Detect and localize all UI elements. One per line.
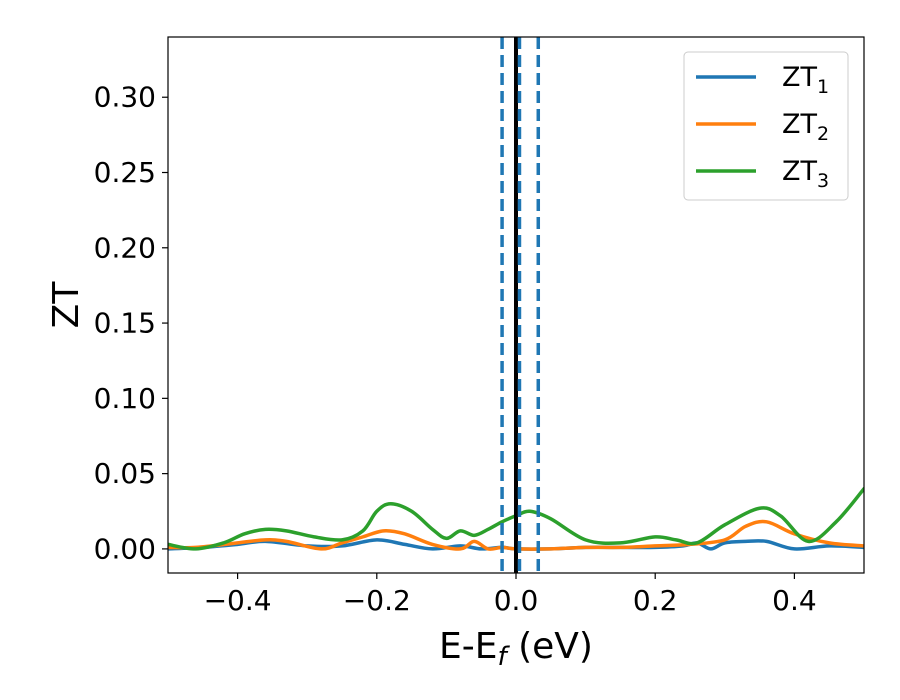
y-axis-title: ZT (46, 281, 87, 329)
x-axis-title-unit: (eV) (507, 626, 593, 667)
y-tick-label: 0.30 (94, 81, 156, 114)
x-axis-title-main: E-E (439, 626, 497, 667)
legend-box (683, 51, 849, 201)
legend-item-zt1: ZT1 (696, 62, 829, 98)
series-line-zt3 (168, 486, 864, 551)
y-tick-label: 0.10 (94, 382, 156, 415)
y-tick-label: 0.20 (94, 231, 156, 264)
legend: ZT1 ZT2 ZT3 (683, 51, 849, 201)
legend-label: ZT3 (782, 156, 829, 192)
x-tick-label: 0.4 (772, 584, 817, 617)
x-tick-label: 0.2 (633, 584, 678, 617)
series-line-zt2 (168, 519, 864, 551)
y-tick-label: 0.15 (94, 307, 156, 340)
x-tick-label: 0.0 (494, 584, 539, 617)
x-axis-title: E-Ef (eV) (439, 626, 593, 672)
y-tick-label: 0.00 (94, 532, 156, 565)
plot-clip-group (168, 37, 864, 573)
x-tick-label: −0.2 (343, 584, 411, 617)
legend-item-zt3: ZT3 (696, 156, 829, 192)
legend-label: ZT1 (782, 62, 829, 98)
legend-label: ZT2 (782, 109, 829, 145)
x-tick-label: −0.4 (204, 584, 272, 617)
plot-area (168, 37, 864, 573)
y-tick-label: 0.25 (94, 156, 156, 189)
legend-entries: ZT1 ZT2 ZT3 (696, 62, 829, 192)
y-tick-label: 0.05 (94, 457, 156, 490)
legend-item-zt2: ZT2 (696, 109, 829, 145)
axes: −0.4 −0.2 0.0 0.2 0.4 0.00 0.05 0.10 0.15 0.20 0.2… (94, 81, 817, 617)
